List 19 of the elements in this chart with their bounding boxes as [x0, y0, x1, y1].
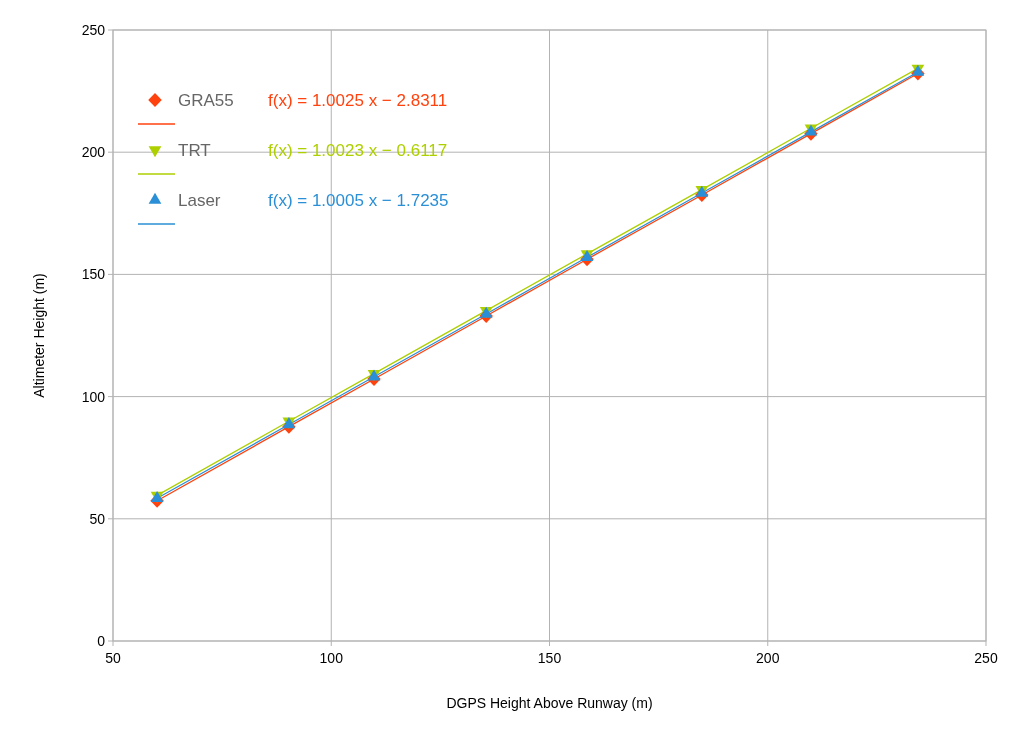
y-tick-label: 0 [97, 633, 106, 649]
annotation: f(x) = 1.0023 x − 0.6117 [268, 141, 448, 160]
annotation: f(x) = 1.0005 x − 1.7235 [268, 191, 449, 210]
x-tick-label: 200 [756, 650, 780, 666]
x-tick-label: 100 [319, 650, 344, 666]
x-axis-title: DGPS Height Above Runway (m) [446, 695, 653, 711]
legend-label: Laser [178, 191, 221, 210]
x-tick-label: 50 [105, 650, 121, 666]
y-tick-label: 100 [81, 388, 106, 405]
x-tick-label: 150 [537, 650, 562, 666]
y-tick-label: 150 [81, 266, 106, 283]
legend-label: GRA55 [178, 91, 234, 110]
y-tick-label: 200 [81, 144, 106, 161]
y-tick-label: 250 [81, 22, 106, 38]
legend-label: TRT [178, 141, 211, 160]
y-axis-title: Altimeter Height (m) [31, 273, 47, 398]
annotation: f(x) = 1.0025 x − 2.8311 [268, 91, 448, 110]
x-tick-label: 250 [974, 650, 998, 666]
y-tick-label: 50 [89, 510, 106, 527]
